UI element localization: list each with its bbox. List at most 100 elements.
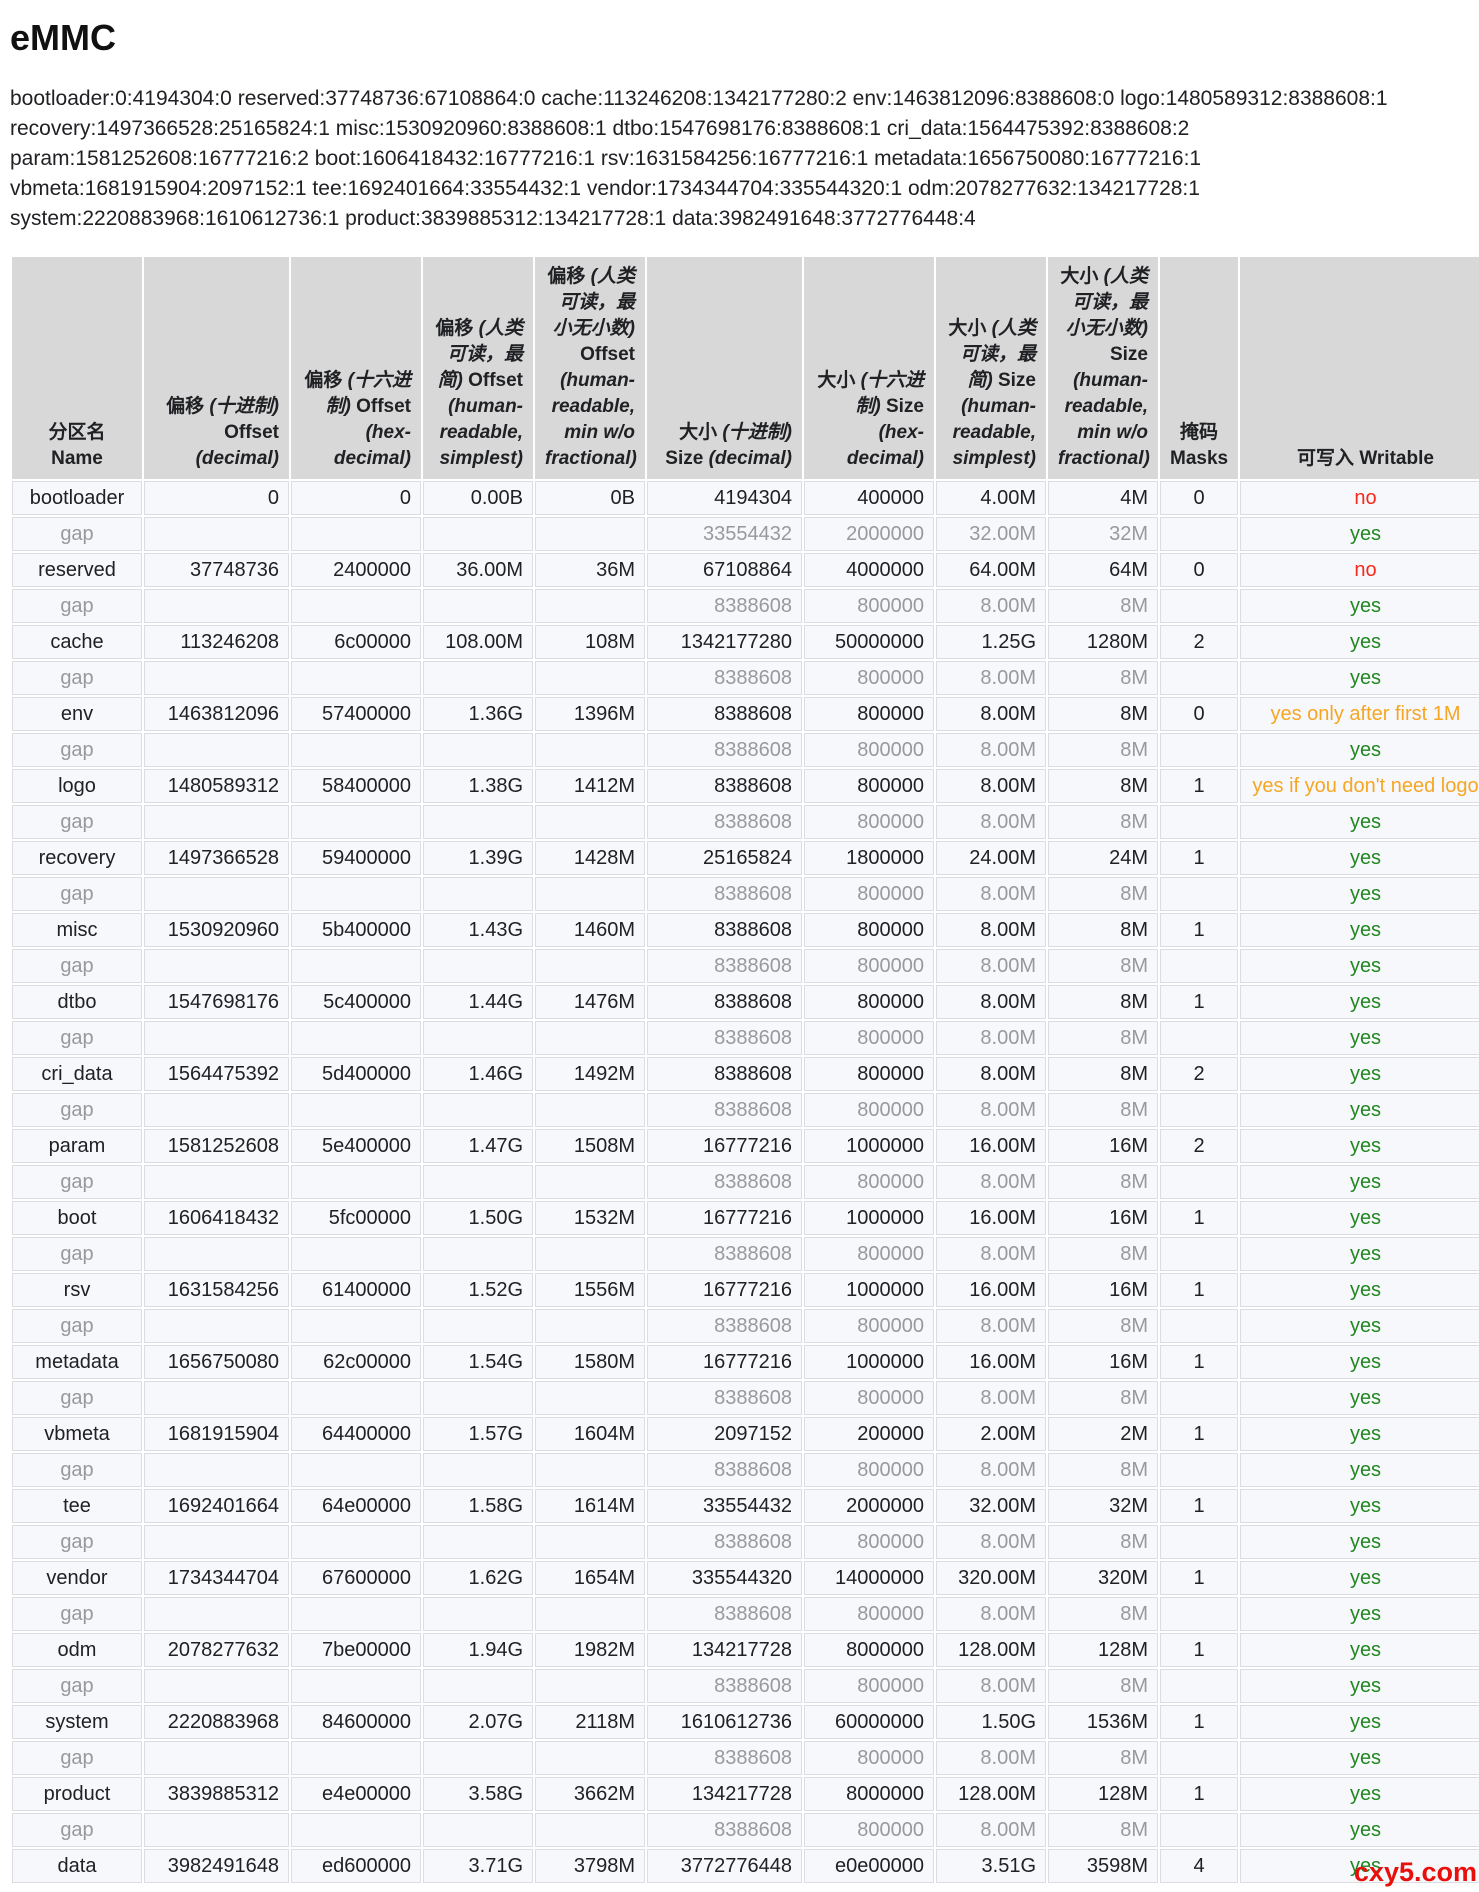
cell-writable: yes [1240, 1596, 1479, 1631]
cell-offset-decimal [144, 1668, 289, 1703]
cell-writable: yes [1240, 1164, 1479, 1199]
cell-size-hr-min: 3598M [1048, 1848, 1158, 1883]
cell-offset-hr-simplest [423, 876, 533, 911]
cell-offset-hr-simplest [423, 588, 533, 623]
cell-offset-hr-simplest: 3.58G [423, 1776, 533, 1811]
cell-size-hr-min: 8M [1048, 660, 1158, 695]
cell-offset-hex: 62c00000 [291, 1344, 421, 1379]
partition-row: vendor 1734344704 67600000 1.62G 1654M 335544… [12, 1560, 1479, 1595]
cell-size-hex: 800000 [804, 1020, 934, 1055]
cell-offset-hr-simplest [423, 1020, 533, 1055]
cell-name: system [12, 1704, 142, 1739]
cell-offset-hr-min: 3798M [535, 1848, 645, 1883]
cell-writable: yes [1240, 732, 1479, 767]
cell-offset-decimal: 1692401664 [144, 1488, 289, 1523]
cell-name: rsv [12, 1272, 142, 1307]
cell-offset-hex [291, 588, 421, 623]
cell-offset-hex: 0 [291, 480, 421, 515]
cell-offset-hex [291, 876, 421, 911]
cell-offset-hr-simplest [423, 1524, 533, 1559]
cell-size-decimal: 2097152 [647, 1416, 802, 1451]
cell-masks: 1 [1160, 1632, 1238, 1667]
cell-offset-hex [291, 1740, 421, 1775]
cell-size-decimal: 8388608 [647, 912, 802, 947]
cell-name: gap [12, 804, 142, 839]
cell-offset-hr-simplest: 108.00M [423, 624, 533, 659]
cell-size-hr-simplest: 8.00M [936, 1020, 1046, 1055]
cell-offset-hex [291, 1596, 421, 1631]
cell-offset-hex: e4e00000 [291, 1776, 421, 1811]
partition-row: param 1581252608 5e400000 1.47G 1508M 1677721… [12, 1128, 1479, 1163]
partition-row: system 2220883968 84600000 2.07G 2118M 161061… [12, 1704, 1479, 1739]
cell-offset-hr-simplest [423, 1812, 533, 1847]
cell-size-hr-min: 8M [1048, 984, 1158, 1019]
cell-size-hex: 800000 [804, 1380, 934, 1415]
cell-offset-decimal: 1631584256 [144, 1272, 289, 1307]
cell-masks [1160, 516, 1238, 551]
cell-size-hex: 800000 [804, 696, 934, 731]
column-header-offset-hex: 偏移 (十六进制) Offset (hex-decimal) [291, 256, 421, 479]
cell-offset-hr-min [535, 1020, 645, 1055]
cell-size-hex: 800000 [804, 1452, 934, 1487]
cell-name: gap [12, 1452, 142, 1487]
cell-size-decimal: 1342177280 [647, 624, 802, 659]
cell-size-hr-simplest: 8.00M [936, 696, 1046, 731]
cell-name: dtbo [12, 984, 142, 1019]
cell-writable: yes [1240, 804, 1479, 839]
cell-masks: 1 [1160, 1776, 1238, 1811]
cell-name: vbmeta [12, 1416, 142, 1451]
cell-offset-hex: 64e00000 [291, 1488, 421, 1523]
cell-writable: yes [1240, 1056, 1479, 1091]
cell-masks: 1 [1160, 1416, 1238, 1451]
cell-offset-hr-min [535, 1236, 645, 1271]
cell-offset-hr-min: 1492M [535, 1056, 645, 1091]
cell-size-hex: 2000000 [804, 1488, 934, 1523]
cell-masks: 1 [1160, 840, 1238, 875]
partition-row: bootloader 0 0 0.00B 0B 4194304 400000 4.00M 4M 0… [12, 480, 1479, 515]
cell-size-hr-min: 16M [1048, 1128, 1158, 1163]
cell-masks: 1 [1160, 1344, 1238, 1379]
cell-size-hr-simplest: 1.25G [936, 624, 1046, 659]
cell-offset-hr-min: 1580M [535, 1344, 645, 1379]
cell-size-hr-min: 8M [1048, 1164, 1158, 1199]
cell-size-decimal: 8388608 [647, 1164, 802, 1199]
cell-size-hr-simplest: 8.00M [936, 1668, 1046, 1703]
cell-writable: yes [1240, 660, 1479, 695]
gap-row: gap 8388608 800000 8.00M 8M yes [12, 1668, 1479, 1703]
partition-row: odm 2078277632 7be00000 1.94G 1982M 134217728… [12, 1632, 1479, 1667]
cell-offset-hr-simplest: 1.58G [423, 1488, 533, 1523]
cell-masks: 2 [1160, 624, 1238, 659]
partition-row: env 1463812096 57400000 1.36G 1396M 8388608 80… [12, 696, 1479, 731]
cell-writable: yes [1240, 1524, 1479, 1559]
cell-size-hex: 800000 [804, 1740, 934, 1775]
cell-name: gap [12, 1596, 142, 1631]
cell-size-decimal: 335544320 [647, 1560, 802, 1595]
cell-offset-decimal [144, 516, 289, 551]
cell-offset-decimal [144, 1740, 289, 1775]
cell-size-decimal: 8388608 [647, 696, 802, 731]
cell-size-hr-min: 16M [1048, 1272, 1158, 1307]
cell-offset-hex: 57400000 [291, 696, 421, 731]
cell-writable: yes [1240, 588, 1479, 623]
cell-writable: yes [1240, 1236, 1479, 1271]
cell-offset-hr-simplest [423, 660, 533, 695]
cell-name: gap [12, 1236, 142, 1271]
gap-row: gap 33554432 2000000 32.00M 32M yes [12, 516, 1479, 551]
partition-row: product 3839885312 e4e00000 3.58G 3662M 13421… [12, 1776, 1479, 1811]
cell-name: vendor [12, 1560, 142, 1595]
cell-size-hr-min: 8M [1048, 1020, 1158, 1055]
cell-size-hex: 2000000 [804, 516, 934, 551]
cell-name: gap [12, 1668, 142, 1703]
cell-offset-hr-simplest: 1.57G [423, 1416, 533, 1451]
cell-offset-decimal [144, 876, 289, 911]
cell-writable: yes [1240, 624, 1479, 659]
cell-size-decimal: 33554432 [647, 1488, 802, 1523]
cell-offset-hr-min: 1412M [535, 768, 645, 803]
cell-offset-hex [291, 1164, 421, 1199]
cell-offset-hex [291, 1092, 421, 1127]
cell-writable: yes [1240, 1452, 1479, 1487]
cell-size-hex: 8000000 [804, 1776, 934, 1811]
column-header-size-hr-simplest: 大小 (人类可读，最简) Size (human-readable, simpl… [936, 256, 1046, 479]
cell-offset-hr-min: 1460M [535, 912, 645, 947]
cell-writable: yes [1240, 1632, 1479, 1667]
